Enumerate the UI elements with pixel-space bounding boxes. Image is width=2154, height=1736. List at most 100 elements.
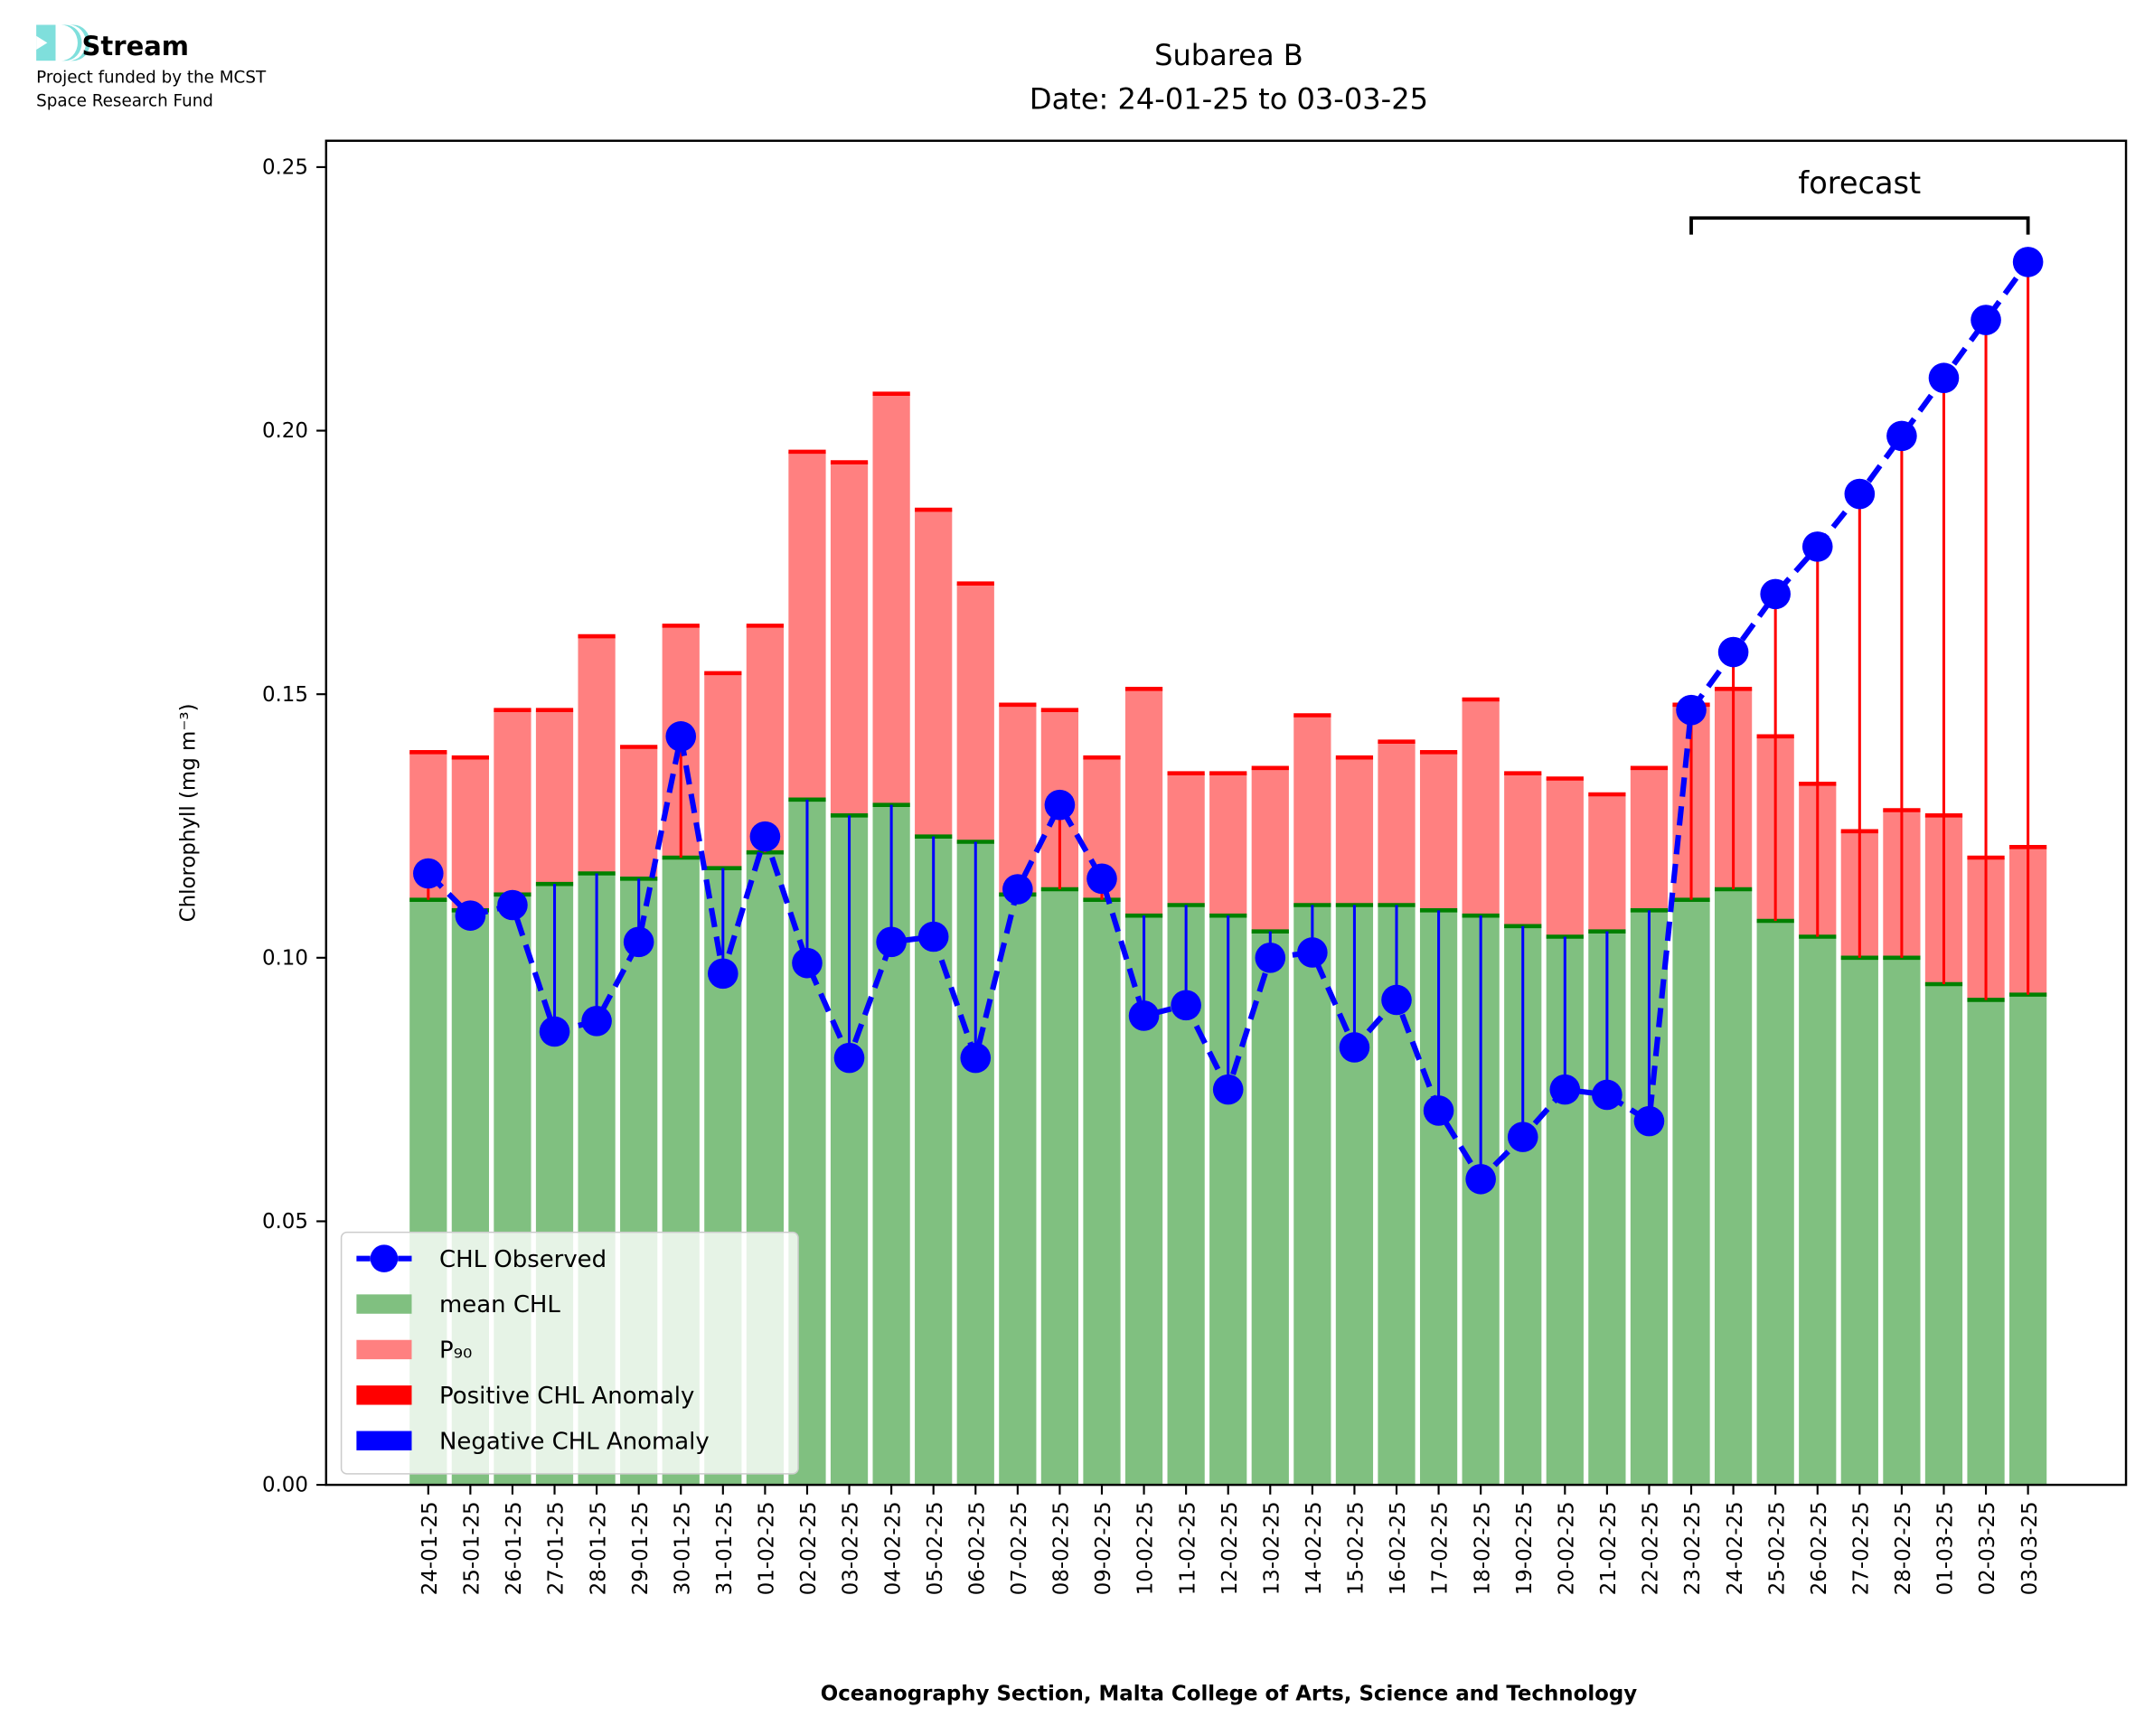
observed-point [1844,478,1876,510]
mean-bar [1840,957,1878,1486]
x-tick-label: 03-03-25 [2018,1501,2042,1595]
x-tick-label: 02-03-25 [1976,1501,1999,1595]
observed-point [665,721,697,752]
p90-bar [1124,689,1163,916]
p90-bar [788,451,826,800]
observed-point [749,821,781,852]
y-axis-label: Chlorophyll (mg m⁻³) [177,703,201,922]
mean-bar [1799,936,1837,1486]
mean-bar [1083,899,1121,1486]
p90-bar [1378,741,1416,906]
observed-point [1255,943,1286,973]
x-tick-label: 01-03-25 [1934,1501,1958,1595]
logo-line1: Project funded by the MCST [36,69,267,88]
x-tick-label: 02-02-25 [797,1501,821,1595]
x-tick-label: 30-01-25 [671,1501,694,1595]
x-tick-label: 27-02-25 [1849,1501,1873,1595]
plot-area [409,247,2047,1486]
x-tick-label: 12-02-25 [1218,1501,1242,1595]
observed-point [1592,1079,1623,1111]
x-tick-label: 29-01-25 [629,1501,653,1595]
mean-bar [1756,920,1794,1486]
observed-point [539,1016,570,1047]
observed-point [413,858,444,889]
axes-frame [325,139,2128,1487]
observed-point [1171,990,1201,1021]
observed-point [960,1042,992,1074]
p90-bar [1209,773,1247,916]
p90-bar [915,510,953,837]
legend-swatch-icon [356,1339,412,1360]
legend-swatch-icon [356,1385,412,1405]
observed-point [1928,362,1960,394]
x-tick-label: 08-02-25 [1050,1501,1074,1595]
stream-logo-icon [36,23,90,62]
observed-point [792,947,823,979]
observed-point [1044,789,1076,821]
observed-point [1002,874,1033,905]
x-tick-label: 11-02-25 [1176,1501,1199,1595]
x-tick-label: 24-01-25 [419,1501,442,1595]
x-tick-label: 21-02-25 [1597,1501,1621,1595]
p90-bar [1251,767,1289,932]
x-tick-label: 27-01-25 [545,1501,569,1595]
mean-bar [1293,905,1331,1486]
x-tick-label: 03-02-25 [840,1501,863,1595]
x-tick-label: 23-02-25 [1681,1501,1705,1595]
x-tick-label: 05-02-25 [924,1501,947,1595]
observed-point [1801,531,1833,562]
p90-bar [1504,773,1542,926]
x-tick-label: 20-02-25 [1555,1501,1578,1595]
x-tick-label: 31-01-25 [713,1501,737,1595]
x-tick-label: 25-01-25 [461,1501,484,1595]
p90-bar [620,746,658,879]
mean-bar [1967,999,2005,1486]
y-tick-label: 0.05 [262,1210,308,1234]
y-tick-label: 0.00 [262,1474,308,1497]
p90-bar [578,636,616,874]
observed-point [917,921,949,952]
observed-point [1297,937,1328,968]
mean-bar [1672,899,1710,1486]
x-tick-label: 26-02-25 [1808,1501,1831,1595]
p90-bar [1546,778,1584,937]
observed-point [1423,1095,1454,1126]
x-tick-label: 25-02-25 [1765,1501,1789,1595]
legend: CHL Observed mean CHL P₉₀ Positive CHL Anom… [340,1231,799,1475]
observed-point [1381,984,1412,1016]
observed-point [1086,863,1117,895]
observed-point [1465,1163,1496,1195]
x-tick-label: 10-02-25 [1134,1501,1158,1595]
mean-bar [1924,983,1963,1486]
observed-point [708,958,738,990]
chart-title: Subarea B [1154,38,1303,72]
forecast-bracket-line [1689,216,2030,235]
logo-line2: Space Research Fund [36,92,213,111]
p90-bar [451,757,489,911]
observed-point [581,1006,612,1037]
x-tick-label: 01-02-25 [756,1501,779,1595]
observed-point [1212,1074,1244,1105]
y-tick-label: 0.20 [262,419,308,443]
y-tick-label: 0.10 [262,946,308,970]
p90-bar [746,625,785,853]
observed-point [2012,247,2044,277]
mean-bar [2009,994,2047,1486]
p90-bar [1462,699,1500,916]
x-tick-label: 28-02-25 [1892,1501,1915,1595]
x-tick-label: 13-02-25 [1260,1501,1284,1595]
observed-point [623,926,654,958]
mean-bar [1040,888,1079,1486]
observed-point [1633,1105,1665,1137]
legend-box [340,1231,799,1475]
y-tick-label: 0.15 [262,683,308,707]
p90-bar [830,462,869,816]
x-tick-label: 17-02-25 [1429,1501,1453,1595]
p90-bar [1419,752,1458,911]
p90-bar [704,672,742,868]
legend-label: Positive CHL Anomaly [439,1383,694,1410]
legend-swatch-icon [356,1294,412,1314]
observed-point [1760,578,1791,610]
legend-swatch-icon [356,1431,412,1450]
